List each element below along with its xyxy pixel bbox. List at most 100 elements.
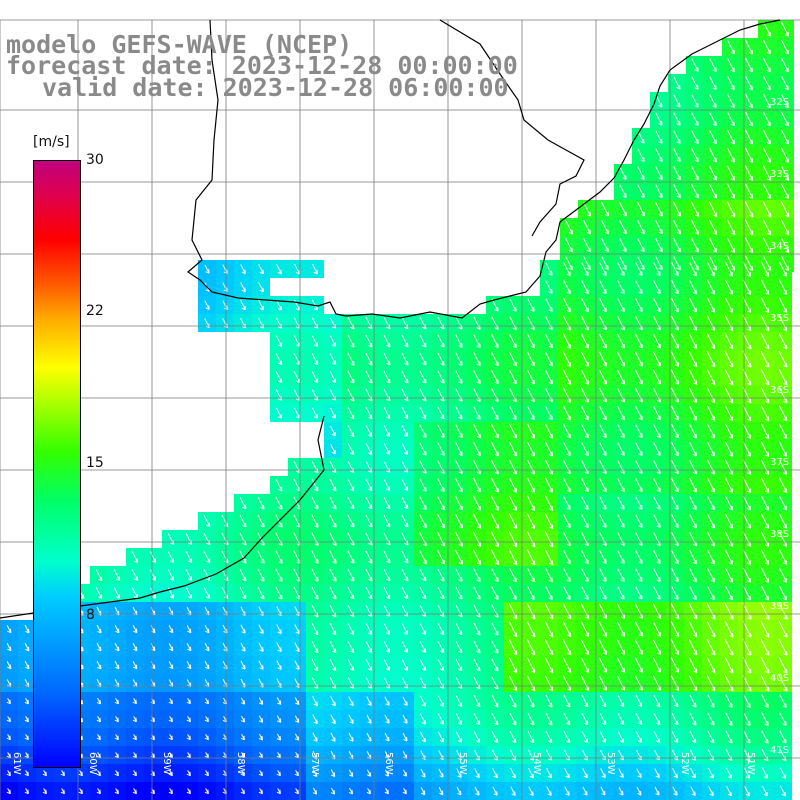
wind-arrow bbox=[725, 513, 734, 529]
wind-arrow bbox=[454, 549, 464, 565]
wind-arrow bbox=[706, 351, 716, 368]
wind-arrow bbox=[581, 315, 589, 331]
wind-arrow bbox=[401, 659, 409, 671]
wind-arrow bbox=[491, 640, 499, 654]
wind-arrow bbox=[114, 697, 119, 705]
wind-arrow bbox=[204, 642, 210, 652]
wind-arrow bbox=[383, 443, 391, 455]
wind-arrow bbox=[472, 513, 482, 529]
wind-arrow bbox=[114, 752, 119, 759]
wind-arrow bbox=[617, 280, 625, 294]
wind-arrow bbox=[545, 280, 553, 294]
wind-arrow bbox=[635, 387, 643, 403]
wind-arrow bbox=[257, 550, 265, 564]
wind-arrow bbox=[581, 731, 589, 743]
wind-arrow bbox=[778, 459, 788, 475]
wind-arrow bbox=[562, 639, 572, 655]
wind-arrow bbox=[329, 479, 337, 492]
wind-arrow bbox=[168, 661, 174, 670]
wind-arrow bbox=[365, 334, 373, 348]
wind-arrow bbox=[760, 332, 770, 350]
wind-arrow bbox=[276, 263, 282, 275]
wind-arrow bbox=[599, 568, 607, 582]
wind-arrow bbox=[724, 351, 734, 368]
wind-arrow bbox=[401, 641, 409, 653]
wind-arrow bbox=[725, 495, 733, 511]
wind-arrow bbox=[384, 696, 390, 706]
wind-arrow bbox=[563, 280, 571, 295]
wind-arrow bbox=[689, 496, 697, 510]
wind-arrow bbox=[617, 713, 625, 725]
wind-arrow bbox=[545, 459, 553, 475]
wind-arrow bbox=[204, 697, 209, 705]
lon-label: 61W bbox=[11, 752, 22, 775]
wind-arrow bbox=[96, 715, 101, 723]
wind-arrow bbox=[689, 477, 697, 493]
wind-arrow bbox=[365, 317, 373, 330]
wind-arrow bbox=[240, 624, 246, 634]
wind-arrow bbox=[671, 514, 679, 528]
wind-arrow bbox=[275, 407, 283, 419]
wind-arrow bbox=[562, 351, 572, 367]
wind-arrow bbox=[689, 568, 697, 583]
wind-arrow bbox=[545, 731, 553, 744]
wind-arrow bbox=[490, 549, 500, 565]
wind-arrow bbox=[526, 513, 536, 529]
wind-arrow bbox=[132, 716, 137, 723]
wind-arrow bbox=[617, 442, 625, 456]
wind-arrow bbox=[581, 694, 589, 708]
wind-arrow bbox=[419, 695, 427, 707]
wind-arrow bbox=[437, 659, 445, 671]
wind-arrow bbox=[508, 621, 518, 638]
wind-arrow bbox=[455, 586, 463, 600]
wind-arrow bbox=[347, 334, 355, 348]
wind-arrow bbox=[258, 660, 264, 670]
wind-arrow bbox=[527, 351, 535, 367]
wind-arrow bbox=[365, 425, 373, 437]
wind-arrow bbox=[778, 477, 788, 493]
wind-arrow bbox=[689, 459, 697, 475]
wind-arrow bbox=[706, 333, 716, 349]
wind-arrow bbox=[742, 332, 752, 350]
wind-arrow bbox=[294, 624, 300, 634]
wind-arrow bbox=[671, 731, 679, 743]
wind-arrow bbox=[707, 513, 715, 529]
wind-arrow bbox=[383, 334, 391, 348]
wind-arrow bbox=[563, 477, 571, 493]
wind-arrow bbox=[544, 531, 554, 548]
wind-arrow bbox=[544, 621, 554, 638]
wind-arrow bbox=[365, 461, 373, 473]
wind-arrow bbox=[563, 731, 571, 743]
lat-label: 36S bbox=[770, 385, 789, 396]
wind-arrow bbox=[742, 513, 752, 529]
wind-arrow bbox=[366, 732, 372, 742]
wind-arrow bbox=[420, 731, 426, 743]
wind-arrow bbox=[437, 549, 445, 565]
wind-arrow bbox=[508, 603, 518, 620]
wind-arrow bbox=[742, 567, 752, 583]
wind-arrow bbox=[527, 568, 535, 583]
wind-arrow bbox=[509, 441, 517, 457]
wind-arrow bbox=[329, 371, 337, 383]
wind-arrow bbox=[563, 496, 571, 510]
wind-arrow bbox=[401, 568, 409, 582]
wind-arrow bbox=[329, 496, 337, 510]
wind-arrow bbox=[671, 568, 679, 582]
wind-arrow bbox=[599, 333, 607, 349]
wind-arrow bbox=[545, 351, 553, 367]
wind-arrow bbox=[472, 549, 482, 565]
wind-arrow bbox=[653, 315, 661, 331]
wind-arrow bbox=[347, 641, 355, 653]
wind-arrow bbox=[778, 315, 788, 332]
wind-arrow bbox=[688, 639, 698, 656]
wind-arrow bbox=[761, 694, 769, 708]
wind-arrow bbox=[132, 661, 138, 670]
wind-arrow bbox=[419, 531, 427, 547]
wind-arrow bbox=[401, 317, 409, 330]
wind-arrow bbox=[365, 514, 373, 528]
wind-arrow bbox=[617, 514, 625, 528]
wind-arrow bbox=[544, 657, 554, 673]
wind-arrow bbox=[580, 351, 590, 367]
wind-arrow bbox=[778, 297, 788, 313]
colorbar bbox=[33, 160, 81, 768]
